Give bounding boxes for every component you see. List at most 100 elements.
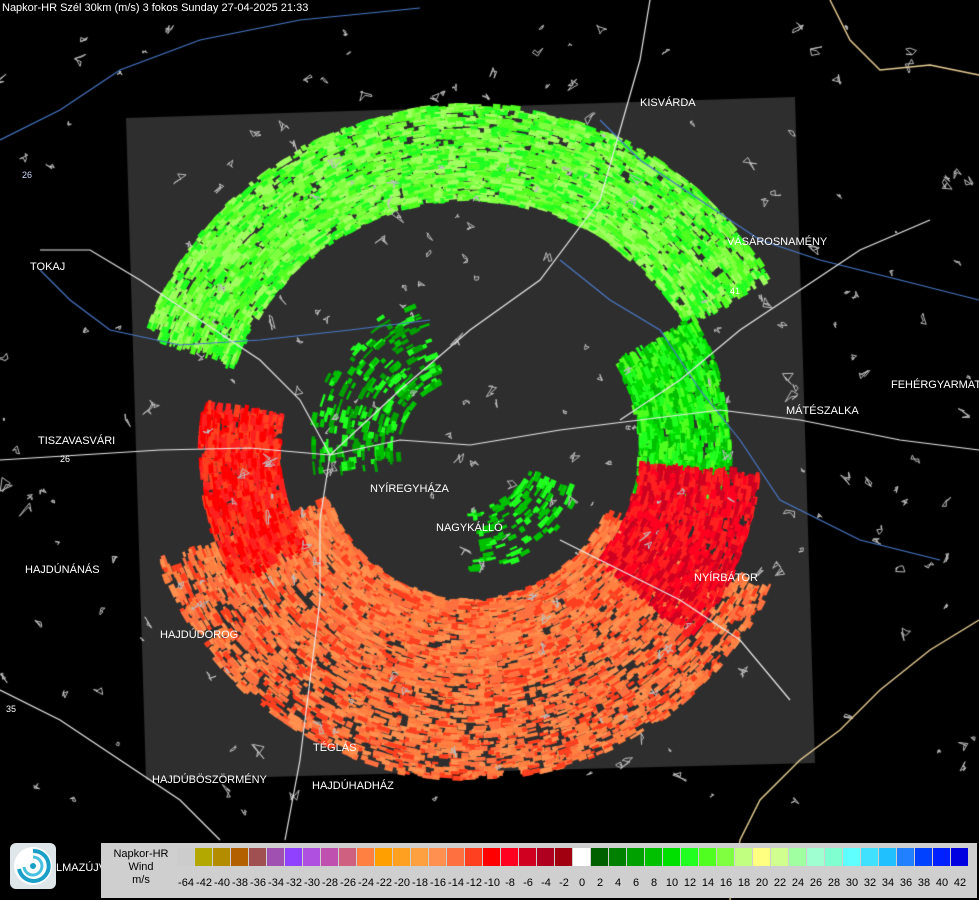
legend-tick-label: -36 bbox=[250, 877, 266, 889]
legend-tick-label: 40 bbox=[935, 877, 949, 889]
legend-swatch bbox=[267, 848, 284, 866]
legend-tick-label: -2 bbox=[559, 877, 569, 889]
legend-tick-label: -40 bbox=[214, 877, 230, 889]
city-label-tokaj: TOKAJ bbox=[30, 261, 66, 273]
city-label-tiszavasvari: TISZAVASVÁRI bbox=[38, 435, 116, 447]
legend-title-line: Wind bbox=[128, 861, 154, 873]
legend-swatch bbox=[321, 848, 338, 866]
legend-swatch bbox=[519, 848, 536, 866]
legend-tick-label: 14 bbox=[701, 877, 715, 889]
color-legend: Napkor-HR Wind m/s -64 -42 -40 -38 -36 -34 -32… bbox=[101, 843, 977, 898]
legend-tick-label: -28 bbox=[322, 877, 338, 889]
city-label-hajdudorog: HAJDÚDOROG bbox=[160, 629, 239, 641]
legend-swatch bbox=[681, 848, 698, 866]
city-label-nyirbator: NYÍRBÁTOR bbox=[694, 572, 758, 584]
legend-tick-label: 4 bbox=[614, 877, 622, 889]
legend-tick-label: 22 bbox=[773, 877, 787, 889]
logo bbox=[10, 843, 56, 889]
legend-swatch bbox=[537, 848, 554, 866]
legend-tick-label: 2 bbox=[596, 877, 604, 889]
legend-tick-label: 8 bbox=[650, 877, 658, 889]
legend-tick-label: -16 bbox=[430, 877, 446, 889]
legend-swatch bbox=[573, 848, 590, 866]
legend-swatch bbox=[735, 848, 752, 866]
legend-swatch bbox=[249, 848, 266, 866]
legend-swatch bbox=[195, 848, 212, 866]
legend-swatch bbox=[285, 848, 302, 866]
road-number-label: 41 bbox=[730, 286, 741, 296]
legend-tick-label: -10 bbox=[484, 877, 500, 889]
legend-tick-label: 20 bbox=[755, 877, 769, 889]
legend-tick-label: 10 bbox=[665, 877, 679, 889]
city-label-teglas: TÉGLÁS bbox=[313, 742, 357, 754]
legend-swatch bbox=[753, 848, 770, 866]
legend-swatch bbox=[897, 848, 914, 866]
legend-swatch bbox=[447, 848, 464, 866]
legend-tick-label: 32 bbox=[863, 877, 877, 889]
legend-swatch bbox=[771, 848, 788, 866]
swirl-logo-icon bbox=[14, 847, 52, 885]
legend-swatch bbox=[411, 848, 428, 866]
legend-tick-label: 16 bbox=[719, 877, 733, 889]
legend-tick-label: -8 bbox=[505, 877, 515, 889]
legend-tick-label: -18 bbox=[412, 877, 428, 889]
legend-tick-label: -24 bbox=[358, 877, 374, 889]
legend-title: Napkor-HR Wind m/s bbox=[105, 848, 177, 887]
city-label-hajduhadhaz: HAJDÚHADHÁZ bbox=[312, 780, 394, 792]
city-label-hajduboszormeny: HAJDÚBÖSZÖRMÉNY bbox=[152, 774, 267, 786]
legend-tick-label: 36 bbox=[899, 877, 913, 889]
city-label-nagykallo: NAGYKÁLLÓ bbox=[436, 522, 503, 534]
legend-swatch bbox=[501, 848, 518, 866]
legend-swatch bbox=[717, 848, 734, 866]
legend-swatch bbox=[555, 848, 572, 866]
legend-tick-label: 42 bbox=[953, 877, 967, 889]
legend-swatch bbox=[609, 848, 626, 866]
legend-swatch bbox=[915, 848, 932, 866]
road-number-label: 26 bbox=[60, 454, 71, 464]
legend-swatch bbox=[393, 848, 410, 866]
legend-tick-label: -6 bbox=[523, 877, 533, 889]
legend-tick-label: 12 bbox=[683, 877, 697, 889]
city-label-mateszalka: MÁTÉSZALKA bbox=[786, 405, 859, 417]
city-label-fehergyarmat: FEHÉRGYARMAT bbox=[891, 379, 979, 391]
legend-tick-label: -14 bbox=[448, 877, 464, 889]
legend-tick-label: 0 bbox=[578, 877, 586, 889]
city-label-nyiregyhaza: NYÍREGYHÁZA bbox=[370, 483, 449, 495]
legend-swatch bbox=[375, 848, 392, 866]
legend-swatch bbox=[699, 848, 716, 866]
legend-swatch bbox=[789, 848, 806, 866]
city-label-hajdunanas: HAJDÚNÁNÁS bbox=[25, 564, 100, 576]
legend-tick-label: -20 bbox=[394, 877, 410, 889]
legend-swatch bbox=[627, 848, 644, 866]
legend-swatch bbox=[339, 848, 356, 866]
legend-tick-label: -42 bbox=[196, 877, 212, 889]
legend-swatch bbox=[807, 848, 824, 866]
legend-swatch bbox=[933, 848, 950, 866]
legend-swatch bbox=[591, 848, 608, 866]
road-number-label: 26 bbox=[22, 170, 33, 180]
legend-swatch bbox=[213, 848, 230, 866]
road-number-label: 35 bbox=[6, 704, 17, 714]
legend-swatch bbox=[951, 848, 968, 866]
legend-swatch bbox=[357, 848, 374, 866]
legend-swatch bbox=[861, 848, 878, 866]
legend-tick-label: 38 bbox=[917, 877, 931, 889]
legend-tick-label: -34 bbox=[268, 877, 284, 889]
legend-tick-label: -64 bbox=[178, 877, 194, 889]
legend-swatch bbox=[303, 848, 320, 866]
city-label-kisvarda: KISVÁRDA bbox=[640, 97, 696, 109]
legend-tick-label: -38 bbox=[232, 877, 248, 889]
legend-swatch bbox=[177, 848, 194, 866]
legend-swatch bbox=[465, 848, 482, 866]
city-label-vasarosnameny: VÁSÁROSNAMÉNY bbox=[727, 236, 828, 248]
legend-tick-label: -26 bbox=[340, 877, 356, 889]
legend-tick-label: 24 bbox=[791, 877, 805, 889]
legend-swatch bbox=[231, 848, 248, 866]
legend-swatch bbox=[483, 848, 500, 866]
legend-swatch bbox=[825, 848, 842, 866]
legend-tick-label: 28 bbox=[827, 877, 841, 889]
legend-tick-label: -22 bbox=[376, 877, 392, 889]
legend-swatch bbox=[645, 848, 662, 866]
legend-tick-label: -32 bbox=[286, 877, 302, 889]
